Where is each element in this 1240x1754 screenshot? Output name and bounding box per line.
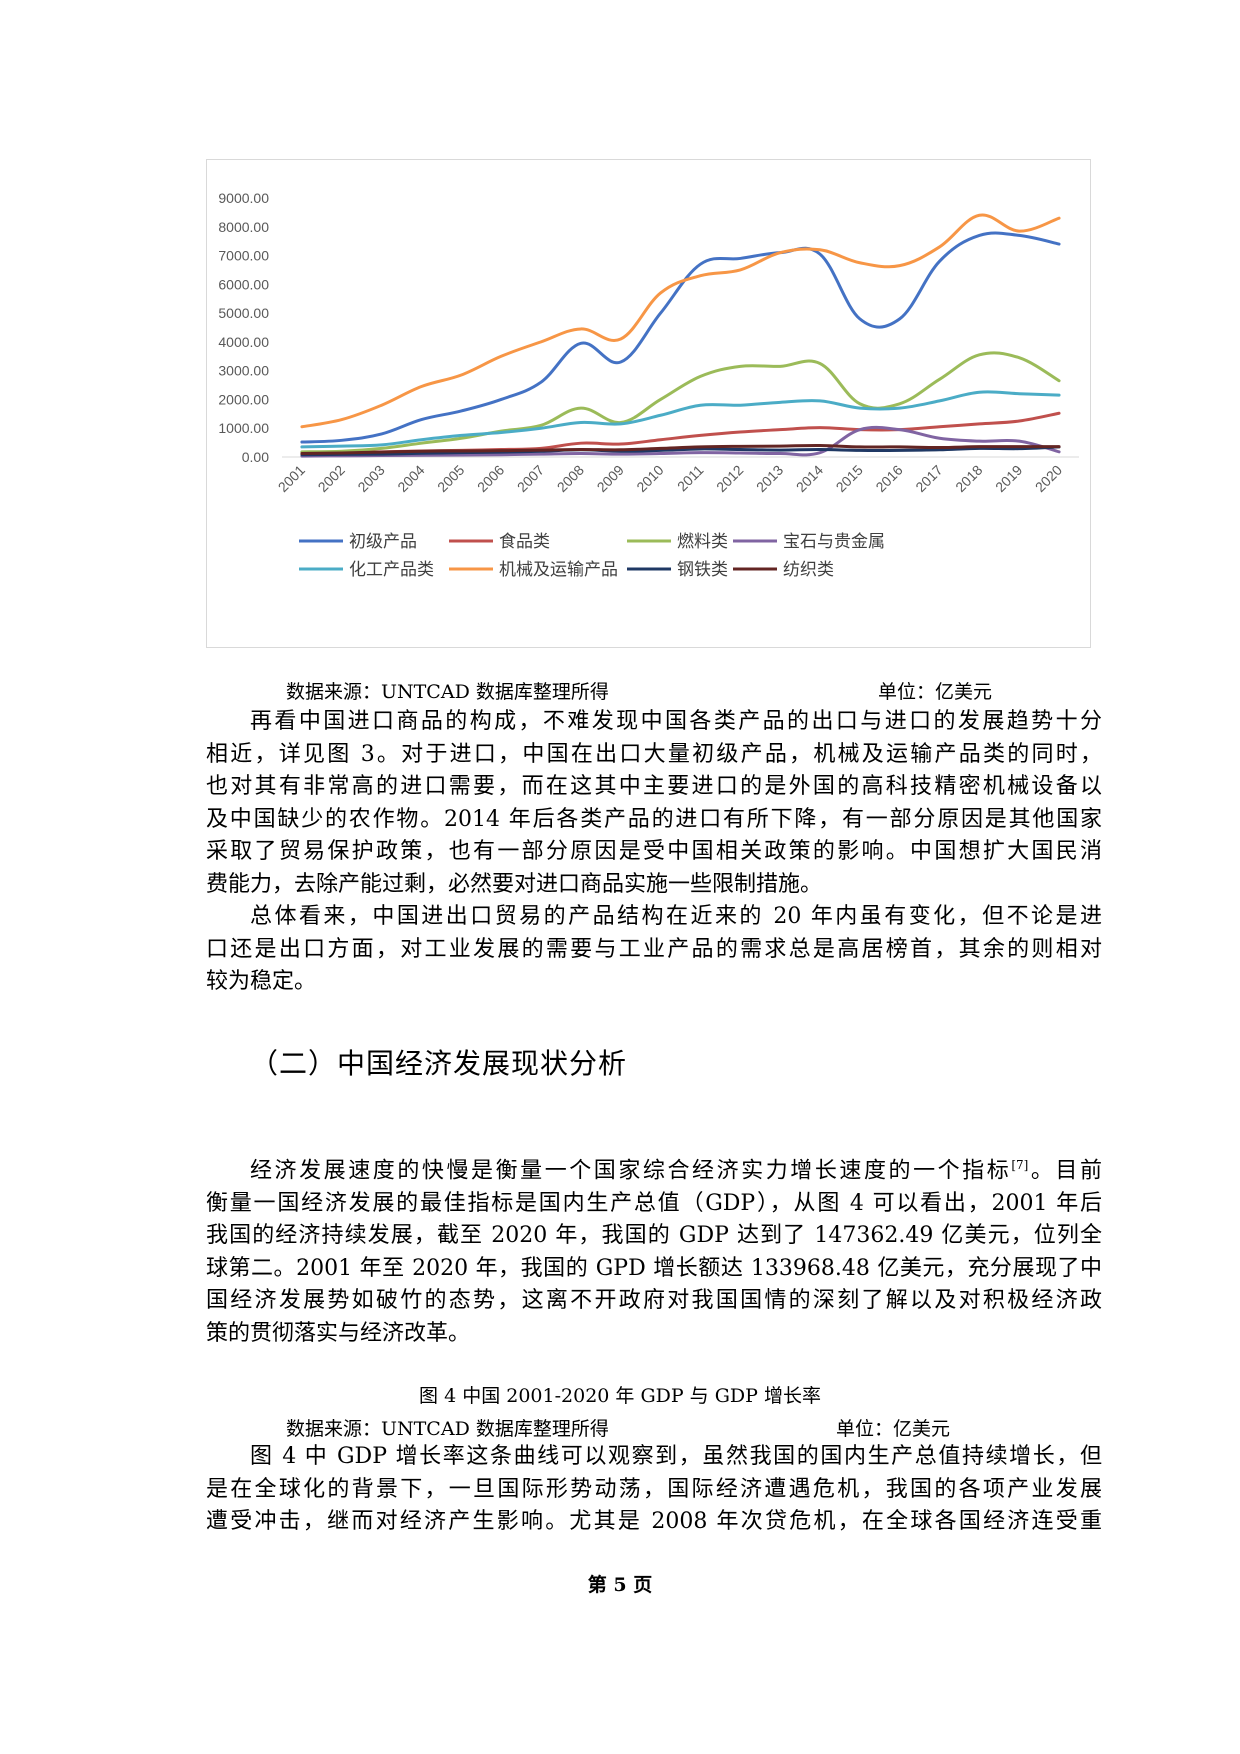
y-tick-label: 2000.00 (218, 391, 269, 407)
x-tick-label: 2016 (872, 462, 905, 495)
text-line: 国经济发展势如破竹的态势，这离不开政府对我国国情的深刻了解以及对积极经济政 (206, 1288, 1102, 1314)
text-line: 是在全球化的背景下，一旦国际形势动荡，国际经济遭遇危机，我国的各项产业发展 (206, 1476, 1102, 1502)
text-line: 衡量一国经济发展的最佳指标是国内生产总值（GDP），从图 4 可以看出，2001… (206, 1190, 1102, 1216)
page-number: 第 5 页 (587, 1574, 653, 1596)
x-tick-label: 2017 (912, 462, 945, 495)
text-line: 球第二。2001 年至 2020 年，我国的 GPD 增长额达 133968.4… (206, 1255, 1102, 1281)
text-line: 再看中国进口商品的构成，不难发现中国各类产品的出口与进口的发展趋势十分 (250, 709, 1102, 734)
x-tick-label: 2005 (434, 462, 467, 495)
y-tick-label: 3000.00 (218, 363, 269, 379)
figure-unit: 单位：亿美元 (836, 1418, 951, 1440)
y-tick-label: 1000.00 (218, 420, 269, 436)
y-tick-label: 7000.00 (218, 248, 269, 264)
text-line: 经济发展速度的快慢是衡量一个国家综合经济实力增长速度的一个指标[7]。目前 (206, 1149, 1102, 1188)
x-tick-label: 2004 (394, 462, 427, 495)
text-line: 口还是出口方面，对工业发展的需要与工业产品的需求总是高居榜首，其余的则相对 (206, 936, 1102, 962)
paragraph-gdp: 经济发展速度的快慢是衡量一个国家综合经济实力增长速度的一个指标[7]。目前 衡量… (206, 1149, 1102, 1350)
legend-label: 纺织类 (783, 560, 834, 579)
x-tick-label: 2009 (594, 462, 627, 495)
x-tick-label: 2002 (315, 462, 348, 495)
series-line (300, 443, 1061, 456)
x-tick-label: 2006 (474, 462, 507, 495)
legend-label: 化工产品类 (349, 560, 434, 579)
x-tick-label: 2001 (275, 462, 308, 495)
x-tick-label: 2010 (633, 462, 666, 495)
text-line: 策的贯彻落实与经济改革。 (206, 1320, 471, 1346)
x-tick-label: 2008 (554, 462, 587, 495)
y-tick-label: 8000.00 (218, 219, 269, 235)
citation-ref: [7] (1011, 1158, 1029, 1172)
x-tick-label: 2020 (1032, 462, 1065, 495)
text-span: 经济发展速度的快慢是衡量一个国家综合经济实力增长速度的一个指标 (250, 1158, 1012, 1184)
x-tick-label: 2015 (833, 462, 866, 495)
legend-label: 机械及运输产品 (499, 560, 618, 579)
x-tick-label: 2019 (992, 462, 1025, 495)
y-tick-label: 4000.00 (218, 334, 269, 350)
y-tick-label: 9000.00 (218, 190, 269, 206)
text-line: 较为稳定。 (206, 969, 317, 994)
series-line (300, 213, 1061, 429)
chart-unit: 单位：亿美元 (878, 681, 993, 703)
x-tick-label: 2007 (514, 462, 547, 495)
figure-source: 数据来源：UNTCAD 数据库整理所得 (286, 1418, 609, 1440)
series-line (300, 231, 1061, 444)
series-line (300, 445, 1061, 457)
text-line: 采取了贸易保护政策，也有一部分原因是受中国相关政策的影响。中国想扩大国民消 (206, 839, 1102, 864)
x-tick-label: 2003 (354, 462, 387, 495)
legend-label: 食品类 (499, 532, 550, 551)
text-line: 我国的经济持续发展，截至 2020 年，我国的 GDP 达到了 147362.4… (206, 1223, 1102, 1249)
x-tick-label: 2011 (674, 462, 707, 495)
series-line (300, 425, 1061, 458)
line-chart: 0.00 1000.00 2000.00 3000.00 4000.00 5000.00 6… (218, 190, 1079, 579)
chart-source: 数据来源：UNTCAD 数据库整理所得 (286, 681, 609, 703)
legend-label: 燃料类 (677, 532, 728, 551)
text-line: 费能力，去除产能过剩，必然要对进口商品实施一些限制措施。 (206, 871, 823, 897)
series-line (300, 351, 1061, 454)
x-tick-label: 2012 (713, 462, 746, 495)
text-line: 相近，详见图 3。对于进口，中国在出口大量初级产品，机械及运输产品类的同时， (206, 741, 1102, 767)
y-tick-label: 5000.00 (218, 305, 269, 321)
y-tick-label: 0.00 (242, 449, 269, 465)
text-line: 也对其有非常高的进口需要，而在这其中主要进口的是外国的高科技精密机械设备以 (206, 774, 1102, 799)
x-tick-label: 2014 (793, 462, 826, 495)
text-line: 总体看来，中国进出口贸易的产品结构在近来的 20 年内虽有变化，但不论是进 (250, 904, 1102, 929)
chart-container: 0.00 1000.00 2000.00 3000.00 4000.00 5000.00 6… (206, 159, 1091, 648)
section-title: （二）中国经济发展现状分析 (250, 1047, 628, 1080)
paragraph-growth: 图 4 中 GDP 增长率这条曲线可以观察到，虽然我国的国内生产总值持续增长，但… (206, 1441, 1102, 1539)
y-tick-label: 6000.00 (218, 276, 269, 292)
text-line: 及中国缺少的农作物。2014 年后各类产品的进口有所下降，有一部分原因是其他国家 (206, 806, 1102, 832)
paragraph-summary: 总体看来，中国进出口贸易的产品结构在近来的 20 年内虽有变化，但不论是进 口还… (206, 901, 1102, 999)
legend-label: 钢铁类 (677, 560, 728, 579)
x-tick-label: 2018 (952, 462, 985, 495)
legend-label: 宝石与贵金属 (783, 532, 885, 551)
text-line: 遭受冲击，继而对经济产生影响。尤其是 2008 年次贷危机，在全球各国经济连受重 (206, 1509, 1102, 1534)
legend-label: 初级产品 (349, 532, 417, 551)
text-line: 图 4 中 GDP 增长率这条曲线可以观察到，虽然我国的国内生产总值持续增长，但 (250, 1444, 1102, 1469)
text-span: 。目前 (1028, 1158, 1102, 1184)
figure-caption: 图 4 中国 2001-2020 年 GDP 与 GDP 增长率 (419, 1385, 821, 1407)
paragraph-imports: 再看中国进口商品的构成，不难发现中国各类产品的出口与进口的发展趋势十分 相近，详… (206, 706, 1102, 901)
series-line (300, 390, 1061, 449)
x-tick-label: 2013 (753, 462, 786, 495)
